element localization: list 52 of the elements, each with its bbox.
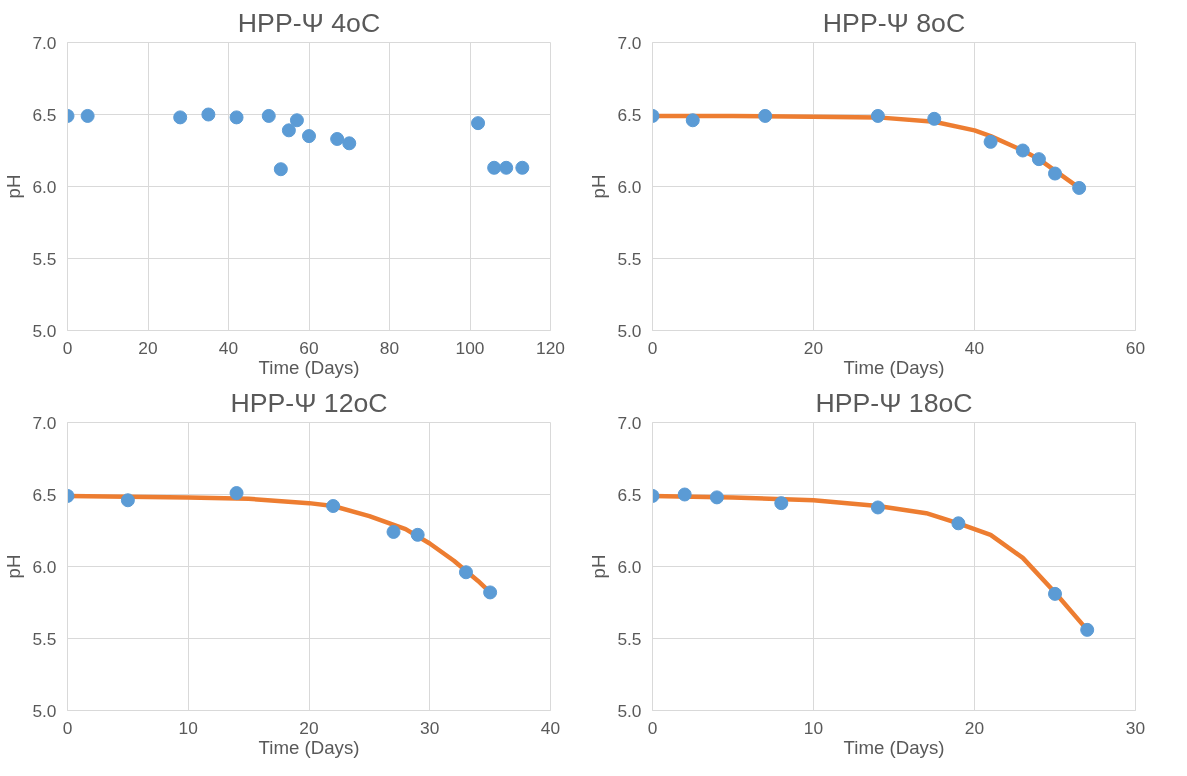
- y-axis-title: pH: [3, 554, 25, 579]
- x-axis-title: Time (Days): [843, 736, 945, 758]
- y-tick-label: 7.0: [617, 412, 642, 433]
- x-tick-label: 0: [647, 337, 658, 358]
- y-tick-label: 5.5: [617, 248, 642, 269]
- x-tick-label: 0: [62, 337, 73, 358]
- y-axis-title: pH: [588, 174, 610, 199]
- chart-title: HPP-Ψ 18oC: [815, 387, 973, 418]
- y-tick-label: 7.0: [32, 412, 57, 433]
- x-tick-label: 60: [299, 337, 319, 358]
- x-tick-label: 0: [647, 717, 658, 738]
- x-tick-label: 10: [803, 717, 824, 738]
- x-axis-title: Time (Days): [258, 356, 360, 378]
- chart-title: HPP-Ψ 12oC: [230, 387, 388, 418]
- y-tick-label: 5.0: [32, 320, 57, 341]
- y-tick-label: 6.5: [32, 484, 57, 505]
- y-tick-label: 6.0: [617, 556, 642, 577]
- y-tick-label: 5.0: [32, 700, 57, 721]
- y-tick-label: 7.0: [617, 32, 642, 53]
- x-tick-label: 10: [178, 717, 198, 738]
- x-axis-title: Time (Days): [258, 736, 360, 758]
- y-tick-label: 5.5: [617, 628, 642, 649]
- y-tick-label: 5.0: [617, 320, 642, 341]
- y-tick-label: 7.0: [32, 32, 57, 53]
- x-tick-label: 0: [62, 717, 73, 738]
- y-tick-label: 6.0: [617, 176, 642, 197]
- y-tick-label: 5.5: [32, 248, 57, 269]
- y-tick-label: 5.0: [617, 700, 642, 721]
- y-tick-label: 6.0: [32, 176, 57, 197]
- x-tick-label: 30: [1125, 717, 1146, 738]
- x-tick-label: 20: [299, 717, 319, 738]
- chart-title: HPP-Ψ 4oC: [237, 7, 381, 38]
- x-tick-label: 20: [964, 717, 985, 738]
- x-tick-label: 80: [379, 337, 400, 358]
- y-tick-label: 6.5: [617, 484, 642, 505]
- x-tick-label: 120: [536, 337, 565, 358]
- x-tick-label: 40: [540, 717, 561, 738]
- y-axis-title: pH: [588, 554, 610, 579]
- chart-title: HPP-Ψ 8oC: [822, 7, 966, 38]
- x-tick-label: 100: [455, 337, 485, 358]
- x-tick-label: 60: [1125, 337, 1146, 358]
- y-tick-label: 6.5: [32, 104, 57, 125]
- x-tick-label: 20: [803, 337, 824, 358]
- y-axis-title: pH: [3, 174, 25, 199]
- y-tick-label: 6.5: [617, 104, 642, 125]
- x-tick-label: 30: [420, 717, 440, 738]
- x-tick-label: 20: [138, 337, 158, 358]
- x-axis-title: Time (Days): [843, 356, 945, 378]
- y-tick-label: 5.5: [32, 628, 57, 649]
- y-tick-label: 6.0: [32, 556, 57, 577]
- x-tick-label: 40: [218, 337, 239, 358]
- x-tick-label: 40: [964, 337, 985, 358]
